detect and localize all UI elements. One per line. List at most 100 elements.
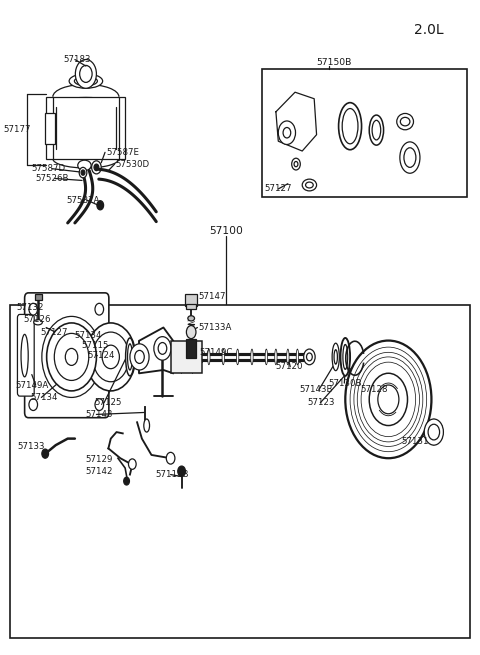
Bar bbox=[170, 341, 202, 373]
Ellipse shape bbox=[128, 344, 132, 370]
Circle shape bbox=[86, 323, 136, 391]
Text: 57131: 57131 bbox=[402, 438, 429, 446]
Circle shape bbox=[29, 303, 37, 315]
Bar bbox=[35, 293, 42, 300]
Circle shape bbox=[357, 357, 420, 442]
Circle shape bbox=[283, 128, 291, 138]
Circle shape bbox=[129, 459, 136, 470]
Text: 57128: 57128 bbox=[360, 385, 388, 394]
Circle shape bbox=[94, 164, 99, 171]
Bar bbox=[185, 294, 197, 306]
Text: 57100: 57100 bbox=[209, 226, 242, 236]
Circle shape bbox=[278, 121, 296, 145]
Circle shape bbox=[79, 168, 87, 178]
FancyBboxPatch shape bbox=[24, 293, 109, 418]
Text: 57134: 57134 bbox=[75, 331, 102, 341]
Bar bbox=[10, 305, 470, 638]
Circle shape bbox=[135, 350, 144, 364]
Text: 57183: 57183 bbox=[63, 55, 90, 64]
Ellipse shape bbox=[296, 349, 299, 365]
Text: 57587A: 57587A bbox=[67, 196, 100, 204]
Bar bbox=[186, 304, 196, 309]
Ellipse shape bbox=[340, 338, 350, 376]
Circle shape bbox=[304, 349, 315, 365]
Circle shape bbox=[361, 362, 416, 437]
Text: 57526B: 57526B bbox=[35, 174, 69, 183]
Ellipse shape bbox=[126, 338, 134, 376]
Circle shape bbox=[95, 399, 104, 411]
Ellipse shape bbox=[302, 179, 317, 191]
Ellipse shape bbox=[237, 349, 239, 365]
Circle shape bbox=[424, 419, 444, 445]
Ellipse shape bbox=[400, 142, 420, 174]
Bar bbox=[186, 339, 196, 358]
Ellipse shape bbox=[251, 349, 253, 365]
Circle shape bbox=[158, 343, 167, 354]
Text: 57127: 57127 bbox=[40, 328, 68, 337]
Ellipse shape bbox=[265, 349, 267, 365]
Circle shape bbox=[292, 159, 300, 170]
Text: 57130B: 57130B bbox=[328, 379, 362, 388]
Circle shape bbox=[47, 323, 96, 391]
Circle shape bbox=[95, 303, 104, 315]
Ellipse shape bbox=[69, 74, 103, 88]
Text: 57147: 57147 bbox=[198, 292, 226, 301]
Circle shape bbox=[186, 326, 196, 339]
Bar bbox=[262, 69, 468, 196]
Ellipse shape bbox=[208, 349, 210, 365]
Text: 57530D: 57530D bbox=[116, 160, 150, 168]
Text: 57127: 57127 bbox=[265, 185, 292, 193]
Ellipse shape bbox=[400, 117, 410, 126]
Bar bbox=[45, 113, 55, 145]
Text: 57124: 57124 bbox=[88, 351, 115, 360]
Circle shape bbox=[178, 466, 185, 477]
Text: 57587E: 57587E bbox=[106, 148, 139, 157]
Circle shape bbox=[97, 200, 104, 210]
Text: 57115: 57115 bbox=[81, 341, 108, 350]
Text: 57132: 57132 bbox=[16, 303, 44, 312]
Text: 57125: 57125 bbox=[94, 398, 121, 407]
Ellipse shape bbox=[306, 182, 313, 188]
Ellipse shape bbox=[342, 109, 358, 144]
Circle shape bbox=[124, 477, 130, 485]
Circle shape bbox=[75, 60, 96, 88]
Text: 57143: 57143 bbox=[86, 410, 113, 419]
Circle shape bbox=[29, 399, 37, 411]
Circle shape bbox=[166, 453, 175, 464]
Text: 57113B: 57113B bbox=[156, 470, 189, 479]
Circle shape bbox=[428, 424, 440, 440]
Ellipse shape bbox=[332, 343, 339, 371]
Circle shape bbox=[307, 353, 312, 361]
Text: 57143B: 57143B bbox=[300, 385, 333, 394]
Circle shape bbox=[65, 348, 78, 365]
Circle shape bbox=[154, 337, 171, 360]
Ellipse shape bbox=[334, 350, 337, 364]
Ellipse shape bbox=[21, 334, 28, 377]
Circle shape bbox=[102, 345, 120, 369]
Text: 2.0L: 2.0L bbox=[414, 23, 444, 37]
Ellipse shape bbox=[343, 345, 348, 369]
Text: 57134: 57134 bbox=[30, 393, 58, 402]
Circle shape bbox=[350, 347, 427, 452]
Ellipse shape bbox=[144, 419, 150, 432]
Ellipse shape bbox=[222, 349, 225, 365]
FancyArrowPatch shape bbox=[143, 415, 145, 418]
Circle shape bbox=[80, 66, 92, 83]
Ellipse shape bbox=[78, 160, 91, 171]
Ellipse shape bbox=[34, 320, 42, 325]
Ellipse shape bbox=[74, 77, 97, 86]
Text: 57149C: 57149C bbox=[199, 348, 233, 357]
Ellipse shape bbox=[404, 148, 416, 168]
Circle shape bbox=[130, 344, 149, 370]
Ellipse shape bbox=[287, 349, 289, 365]
Text: 57123: 57123 bbox=[307, 398, 335, 407]
Circle shape bbox=[378, 385, 399, 414]
Ellipse shape bbox=[369, 115, 384, 145]
Circle shape bbox=[354, 352, 423, 447]
Circle shape bbox=[92, 161, 101, 174]
Ellipse shape bbox=[372, 121, 381, 140]
Circle shape bbox=[93, 332, 129, 382]
Text: 57120: 57120 bbox=[275, 362, 302, 371]
Text: 57177: 57177 bbox=[3, 125, 31, 134]
Text: 57587D: 57587D bbox=[32, 164, 66, 173]
